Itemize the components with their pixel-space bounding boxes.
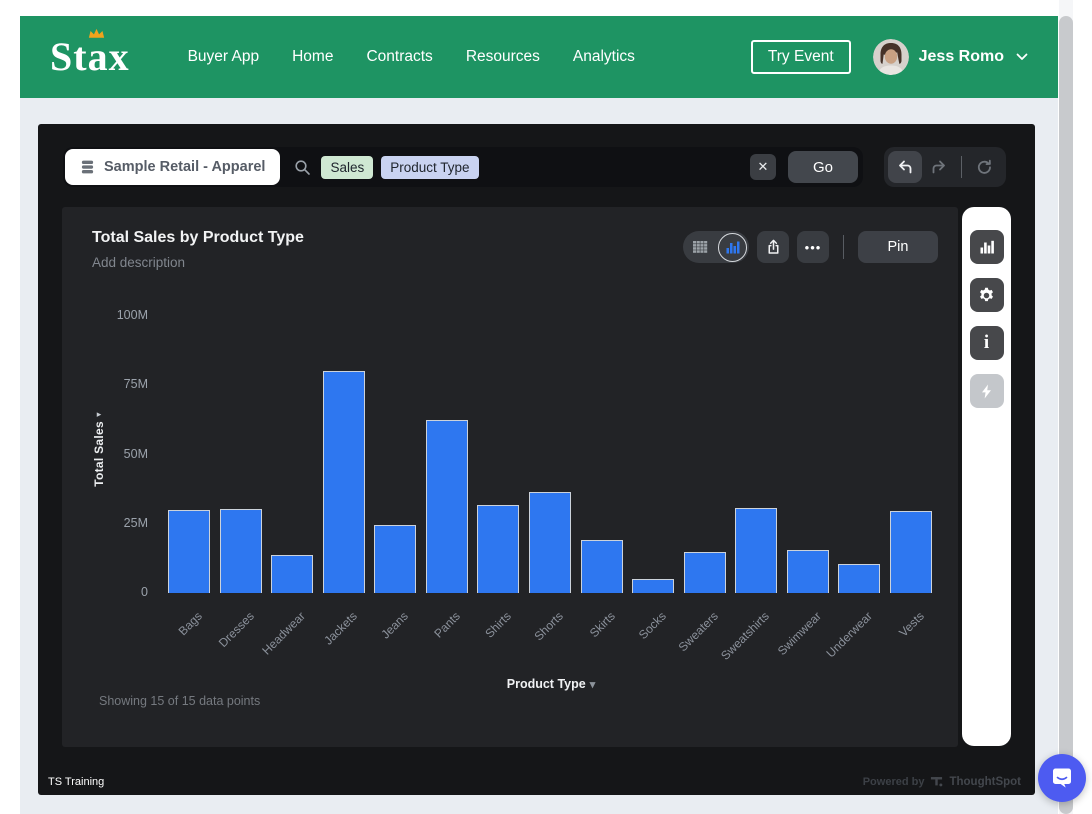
chart-view-button[interactable]: [718, 232, 747, 262]
history-controls: [884, 147, 1006, 187]
data-source-name: Sample Retail - Apparel: [104, 159, 266, 175]
app-header: Sta x Buyer App Home Contracts Resources …: [20, 16, 1058, 98]
redo-button[interactable]: [922, 151, 956, 183]
bar-pants[interactable]: [425, 420, 468, 593]
undo-icon: [899, 160, 912, 174]
caret-down-icon: ▾: [589, 679, 596, 691]
bar-jackets[interactable]: [322, 371, 365, 593]
data-source-selector[interactable]: Sample Retail - Apparel: [65, 149, 281, 185]
y-axis-title[interactable]: ▸ Total Sales: [92, 410, 106, 487]
info-icon: i: [983, 332, 990, 353]
bar-shorts[interactable]: [528, 492, 571, 593]
search-icon: [294, 159, 311, 176]
more-options-button[interactable]: •••: [797, 231, 829, 263]
table-view-button[interactable]: [685, 233, 714, 262]
axis-arrow-icon: ▸: [96, 409, 102, 419]
bar-skirts[interactable]: [580, 540, 623, 593]
y-axis-tick-25m: 25M: [123, 515, 148, 530]
embed-footer-label: TS Training: [48, 776, 105, 788]
nav-home[interactable]: Home: [292, 48, 334, 65]
bar-underwear[interactable]: [838, 564, 881, 593]
scrollbar-thumb[interactable]: [1059, 16, 1073, 814]
user-name: Jess Romo: [918, 48, 1004, 65]
gear-icon: [980, 287, 993, 301]
bar-headwear[interactable]: [271, 555, 314, 593]
bar-dresses[interactable]: [219, 509, 262, 593]
bar-vests[interactable]: [889, 511, 932, 593]
y-axis-tick-50m: 50M: [123, 446, 148, 461]
answer-card: Total Sales by Product Type Add descript…: [62, 207, 958, 747]
answer-description-placeholder[interactable]: Add description: [92, 255, 186, 270]
nav-contracts[interactable]: Contracts: [366, 48, 433, 65]
bar-jeans[interactable]: [374, 525, 417, 593]
redo-icon: [932, 160, 945, 174]
bar-socks[interactable]: [632, 579, 675, 593]
y-axis-tick-75m: 75M: [123, 377, 148, 392]
bar-bags[interactable]: [168, 510, 210, 593]
chat-icon: [1053, 768, 1071, 788]
more-icon: •••: [804, 239, 822, 255]
search-bar: Sample Retail - Apparel Sales Product Ty…: [63, 147, 863, 187]
plot-area: [166, 316, 934, 593]
nav-resources[interactable]: Resources: [465, 48, 540, 65]
divider: [843, 235, 844, 259]
clear-search-button[interactable]: ✕: [750, 154, 776, 180]
thoughtspot-brand-text: ThoughtSpot: [949, 775, 1021, 788]
table-icon: [692, 241, 707, 253]
bar-chart-icon: [726, 241, 740, 253]
insights-panel-button[interactable]: [969, 374, 1004, 408]
bar-sweaters[interactable]: [683, 552, 726, 593]
info-panel-button[interactable]: i: [969, 326, 1004, 360]
y-axis-ticks: 0 25M 50M 75M 100M: [80, 207, 148, 627]
embed-side-panel: i: [962, 207, 1011, 746]
powered-by: Powered by ThoughtSpot: [863, 775, 1021, 788]
reset-icon: [977, 159, 991, 174]
bar-swimwear[interactable]: [786, 550, 829, 593]
powered-by-text: Powered by: [862, 775, 925, 788]
thoughtspot-logo-icon: [931, 777, 943, 787]
answer-title[interactable]: Total Sales by Product Type: [92, 229, 304, 246]
token-sales[interactable]: Sales: [321, 155, 374, 179]
undo-button[interactable]: [888, 151, 922, 183]
chevron-down-icon: [1016, 53, 1028, 61]
x-axis-title-text: Product Type: [506, 677, 586, 691]
database-icon: [81, 160, 94, 174]
y-axis-tick-0: 0: [141, 585, 148, 599]
stax-logo[interactable]: Sta x: [50, 28, 130, 77]
main-nav: Buyer App Home Contracts Resources Analy…: [188, 48, 635, 66]
go-button[interactable]: Go: [788, 151, 858, 183]
chart-icon: [980, 240, 994, 254]
reset-button[interactable]: [967, 151, 1001, 183]
x-axis-labels: Bags Dresses Headwear Jackets Jeans Pants Shir…: [166, 603, 934, 683]
bar-shirts[interactable]: [477, 505, 520, 593]
user-menu[interactable]: Jess Romo: [872, 39, 1028, 75]
lightning-icon: [982, 383, 991, 399]
data-points-count: Showing 15 of 15 data points: [99, 694, 261, 708]
close-icon: ✕: [757, 159, 769, 174]
nav-buyer-app[interactable]: Buyer App: [187, 48, 260, 65]
analytics-embed-panel: Sample Retail - Apparel Sales Product Ty…: [38, 124, 1035, 795]
visualize-panel-button[interactable]: [969, 230, 1004, 264]
bar-sweatshirts[interactable]: [735, 508, 778, 593]
crown-icon: [88, 28, 104, 38]
divider: [961, 156, 962, 178]
x-axis-title[interactable]: Product Type ▾: [461, 677, 641, 691]
pin-button[interactable]: Pin: [858, 231, 938, 263]
avatar: [872, 39, 909, 75]
share-icon: [767, 239, 779, 254]
try-event-button[interactable]: Try Event: [750, 40, 851, 74]
share-button[interactable]: [757, 231, 789, 263]
viz-type-toggle: [683, 231, 749, 263]
nav-analytics[interactable]: Analytics: [572, 48, 635, 65]
token-product-type[interactable]: Product Type: [381, 155, 479, 179]
search-tokens: Sales Product Type: [321, 155, 479, 179]
settings-panel-button[interactable]: [969, 278, 1004, 312]
chat-launcher-button[interactable]: [1038, 754, 1086, 802]
answer-toolbar: ••• Pin: [683, 231, 938, 263]
header-right: Try Event Jess Romo: [750, 39, 1028, 75]
y-axis-tick-100m: 100M: [116, 308, 148, 323]
